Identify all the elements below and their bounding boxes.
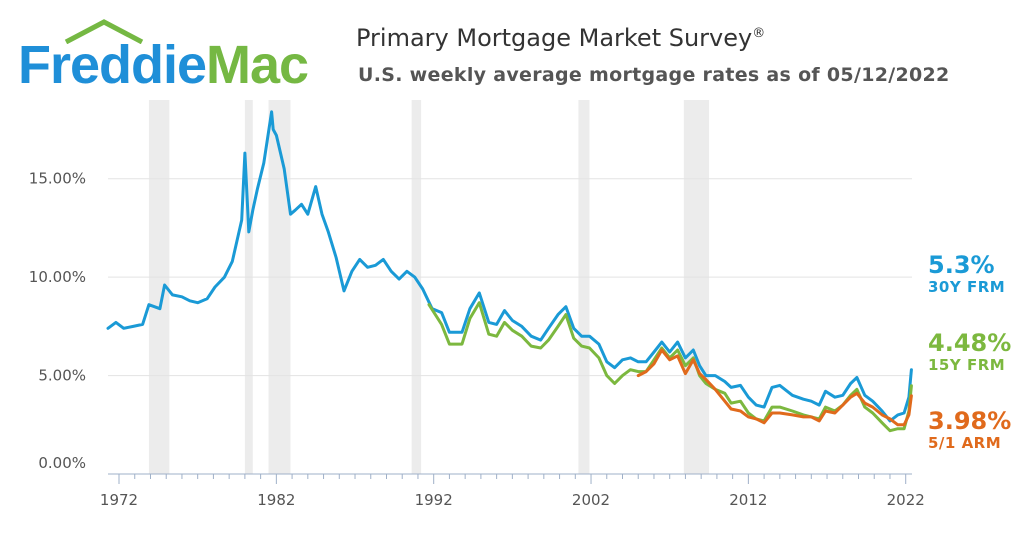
series-lines [106,110,913,433]
y-axis-labels: 0.00% 5.00% 10.00% 15.00% [29,170,86,472]
recession-bands [148,100,710,474]
recession-band [268,100,291,474]
x-tick-label: 2002 [572,491,610,509]
callout-15y-value: 4.48% [928,329,1012,357]
chart-title-text: Primary Mortgage Market Survey [356,24,753,52]
logo-word-mac: Mac [206,35,309,95]
callout-arm-label: 5/1 ARM [928,434,1002,452]
y-tick-label: 0.00% [38,454,86,472]
x-tick-label: 2012 [729,491,767,509]
chart-title: Primary Mortgage Market Survey® [356,24,765,52]
registered-mark: ® [752,26,766,41]
freddie-mac-logo: FreddieMac [18,10,328,96]
y-tick-label: 10.00% [29,268,86,286]
series-line-15y-frm [427,301,913,433]
recession-band [244,100,253,474]
gridlines [108,178,912,377]
callout-30y: 5.3% 30Y FRM [928,252,1005,296]
x-tick-label: 1972 [100,491,138,509]
callout-30y-value: 5.3% [928,251,995,279]
series-line-30y-frm [106,110,913,423]
callout-arm-value: 3.98% [928,407,1012,435]
callout-30y-label: 30Y FRM [928,278,1006,296]
y-tick-label: 15.00% [29,170,86,188]
chart-subtitle: U.S. weekly average mortgage rates as of… [358,64,950,86]
recession-band [578,100,590,474]
callout-15y-label: 15Y FRM [928,356,1006,374]
recession-band [148,100,170,474]
y-tick-label: 5.00% [38,367,86,385]
logo-wordmark: FreddieMac [18,35,309,95]
x-tick-label: 2022 [887,491,925,509]
x-tick-label: 1982 [257,491,295,509]
logo-word-freddie: Freddie [18,35,207,95]
x-axis: 1972 1982 1992 2002 2012 2022 [100,473,925,509]
series-line-5-1-arm [636,348,913,427]
recession-band [683,100,710,474]
callout-arm: 3.98% 5/1 ARM [928,408,1011,452]
recession-band [411,100,422,474]
callout-15y: 4.48% 15Y FRM [928,330,1011,374]
x-tick-label: 1992 [415,491,453,509]
house-roof-icon [64,19,144,44]
